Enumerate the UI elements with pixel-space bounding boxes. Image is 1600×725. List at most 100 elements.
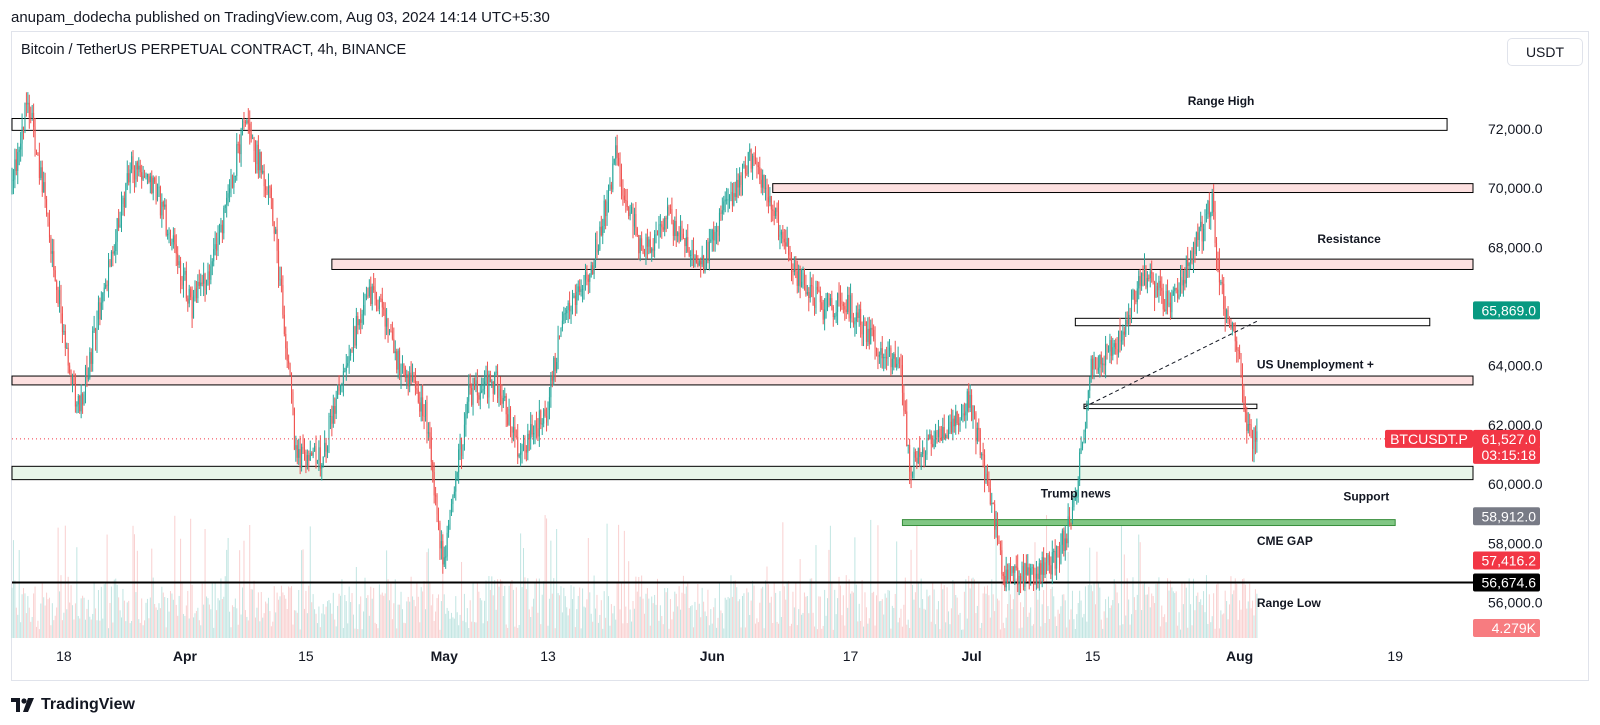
volume-bar [115, 578, 117, 638]
volume-bar [135, 592, 137, 638]
candle-body [609, 184, 611, 190]
candle-body [1168, 302, 1170, 306]
volume-bar [315, 613, 317, 638]
candle-body [678, 232, 680, 242]
volume-bar [1004, 628, 1006, 638]
price-tag-text: 58,912.0 [1482, 508, 1537, 524]
symbol-title[interactable]: Bitcoin / TetherUS PERPETUAL CONTRACT, 4… [21, 42, 407, 58]
candle-body [296, 445, 298, 458]
volume-bar [390, 583, 392, 638]
volume-bar [844, 625, 846, 638]
volume-bar [1053, 596, 1055, 638]
volume-bar [1194, 610, 1196, 638]
candle-body [488, 373, 490, 398]
tradingview-logo[interactable]: TradingView [11, 696, 135, 714]
candle-body [334, 405, 336, 414]
candle-body [342, 371, 344, 384]
volume-bar [118, 597, 120, 638]
volume-bar [1027, 616, 1029, 638]
volume-bar [229, 611, 231, 638]
volume-bar [517, 627, 519, 638]
volume-bar [1230, 576, 1232, 638]
volume-bar [387, 579, 389, 638]
volume-bar [1203, 591, 1205, 638]
volume-bar [612, 613, 614, 638]
x-tick-label: 17 [843, 648, 859, 664]
volume-bar [727, 596, 729, 638]
candle-body [112, 251, 114, 254]
volume-bar [1146, 594, 1148, 638]
candle-body [1057, 546, 1059, 549]
candle-body [1223, 283, 1225, 310]
candle-body [943, 426, 945, 438]
volume-bar [698, 603, 700, 638]
candle-body [96, 319, 98, 340]
volume-bar [985, 593, 987, 638]
candle-body [314, 446, 316, 452]
volume-bar [1156, 583, 1158, 638]
volume-bar [691, 605, 693, 638]
volume-bar [491, 576, 493, 638]
volume-bar [744, 627, 746, 638]
candle-body [1204, 215, 1206, 229]
candle-body [220, 224, 222, 233]
candle-body [286, 348, 288, 361]
volume-bar [597, 622, 599, 638]
volume-bar [149, 597, 151, 638]
candle-body [1027, 567, 1029, 575]
volume-bar [214, 581, 216, 638]
volume-bar [793, 607, 795, 638]
candle-body [182, 274, 184, 286]
candle-body [705, 242, 707, 261]
volume-bar [982, 593, 984, 638]
candle-body [769, 196, 771, 203]
volume-bar [220, 578, 222, 638]
candle-body [825, 298, 827, 310]
volume-bar [1207, 623, 1209, 638]
volume-bar [700, 617, 702, 638]
volume-bar [486, 621, 488, 638]
candle-body [658, 224, 660, 236]
volume-bar [181, 582, 183, 638]
candle-body [109, 260, 111, 267]
candle-body [436, 495, 438, 515]
volume-bar [210, 609, 212, 638]
candle-body [626, 200, 628, 208]
candle-body [827, 293, 829, 299]
candle-body [249, 123, 251, 134]
candle-body [936, 431, 938, 437]
volume-bar [1226, 601, 1228, 638]
volume-bar [854, 537, 856, 638]
candle-body [998, 539, 1000, 544]
candle-body [363, 305, 365, 315]
candle-body [522, 439, 524, 446]
candle-body [814, 305, 816, 309]
candle-body [875, 348, 878, 353]
candle-body [780, 231, 782, 235]
volume-bar [576, 609, 578, 638]
volume-bar [569, 608, 571, 638]
candle-body [216, 244, 218, 251]
volume-bar [1020, 602, 1022, 638]
candle-body [1231, 322, 1233, 329]
candle-body [207, 271, 209, 285]
candle-body [1143, 266, 1145, 277]
volume-bar [1167, 578, 1169, 638]
y-tick-label: 72,000.0 [1488, 121, 1543, 137]
candle-body [1120, 340, 1122, 342]
volume-bar [505, 624, 507, 638]
candle-body [181, 280, 183, 286]
volume-bar [1142, 584, 1144, 638]
volume-bar [922, 599, 924, 638]
currency-button[interactable]: USDT [1507, 38, 1583, 66]
volume-bar [743, 593, 745, 638]
volume-bar [1190, 604, 1192, 638]
candle-body [1254, 427, 1256, 442]
candle-body [57, 289, 59, 304]
volume-bar [252, 589, 254, 638]
candle-body [1118, 331, 1120, 355]
candle-body [919, 448, 921, 457]
candle-body [741, 167, 744, 185]
candle-body [465, 413, 467, 425]
